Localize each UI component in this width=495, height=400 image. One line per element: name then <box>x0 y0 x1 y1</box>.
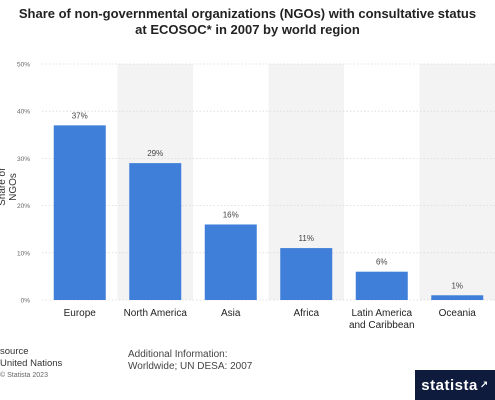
additional-info-label[interactable]: Additional Information: <box>128 349 228 360</box>
value-label: 37% <box>72 111 88 120</box>
y-axis-label: Share of NGOs <box>0 168 19 206</box>
x-axis-labels: Europe North America Asia Africa Latin Ameri… <box>64 308 477 331</box>
x-tick-label: North America <box>124 308 188 319</box>
bar <box>280 248 333 300</box>
x-tick-label: Asia <box>221 308 241 319</box>
source-block: source United Nations © Statista 2023 <box>0 346 62 382</box>
x-tick-label: Africa <box>293 308 319 319</box>
value-label: 16% <box>223 210 239 219</box>
y-tick-label: 40% <box>17 109 30 116</box>
x-tick-label: and Caribbean <box>349 320 415 331</box>
value-label: 6% <box>376 258 388 267</box>
bar-chart: 0% 10% 20% 30% 40% 50% 37% 29% 16% 11% 6% 1% Europ… <box>17 62 495 331</box>
copyright: © Statista 2023 <box>0 372 48 379</box>
value-label: 11% <box>299 234 314 243</box>
y-tick-label: 0% <box>21 298 31 305</box>
bar <box>129 163 182 300</box>
x-tick-label: Oceania <box>439 308 477 319</box>
y-tick-label: 50% <box>17 62 30 69</box>
y-tick-label: 10% <box>17 250 30 257</box>
value-label: 1% <box>451 281 463 290</box>
additional-info-text: Worldwide; UN DESA: 2007 <box>128 361 253 372</box>
bar <box>53 125 106 300</box>
value-label: 29% <box>147 149 163 158</box>
y-tick-label: 30% <box>17 156 30 163</box>
chart-title: Share of non-governmental organizations … <box>0 6 495 38</box>
column-band <box>419 64 495 300</box>
y-tick-label: 20% <box>17 203 30 210</box>
additional-info: Additional Information: Worldwide; UN DE… <box>128 349 252 373</box>
x-tick-label: Europe <box>64 308 97 319</box>
source-label: source <box>0 346 29 357</box>
bars <box>53 125 484 300</box>
chart-title-line-2: at ECOSOC* in 2007 by world region <box>135 22 360 37</box>
bar <box>204 224 257 300</box>
value-labels: 37% 29% 16% 11% 6% 1% <box>72 111 463 290</box>
x-tick-label: Latin America <box>351 308 412 319</box>
bar <box>355 271 408 300</box>
bar <box>431 295 484 300</box>
statista-logo[interactable]: statista ↗ <box>415 370 495 400</box>
arrow-icon: ↗ <box>479 379 489 391</box>
statista-name: statista <box>421 376 478 394</box>
chart-title-line-1: Share of non-governmental organizations … <box>18 6 477 21</box>
source-name[interactable]: United Nations <box>0 358 63 369</box>
y-axis-ticks: 0% 10% 20% 30% 40% 50% <box>17 62 30 305</box>
